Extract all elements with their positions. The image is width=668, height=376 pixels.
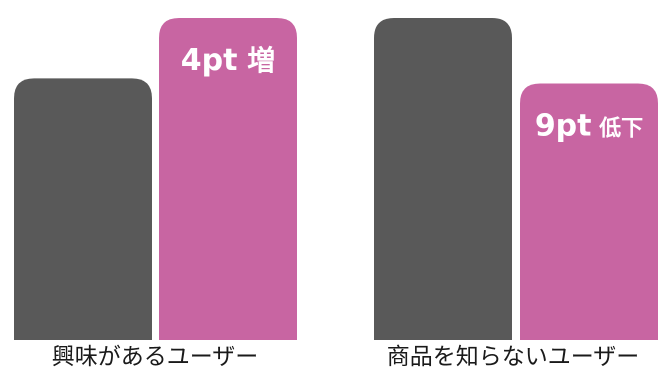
category-label-unaware-users: 商品を知らないユーザー bbox=[386, 344, 640, 370]
bar-group2-series2 bbox=[520, 83, 658, 341]
bar-data-label-group2: 9pt 低下 bbox=[535, 108, 643, 143]
category-label-interested-users: 興味があるユーザー bbox=[51, 344, 259, 370]
bar-group2-series1 bbox=[374, 18, 512, 340]
bar-group1-series2 bbox=[159, 18, 297, 340]
bars-layer bbox=[14, 18, 658, 341]
bar-labels-layer: 4pt 増 9pt 低下 bbox=[181, 43, 643, 143]
bar-data-label-group1: 4pt 増 bbox=[181, 43, 275, 78]
bar-group1-series1 bbox=[14, 78, 152, 340]
